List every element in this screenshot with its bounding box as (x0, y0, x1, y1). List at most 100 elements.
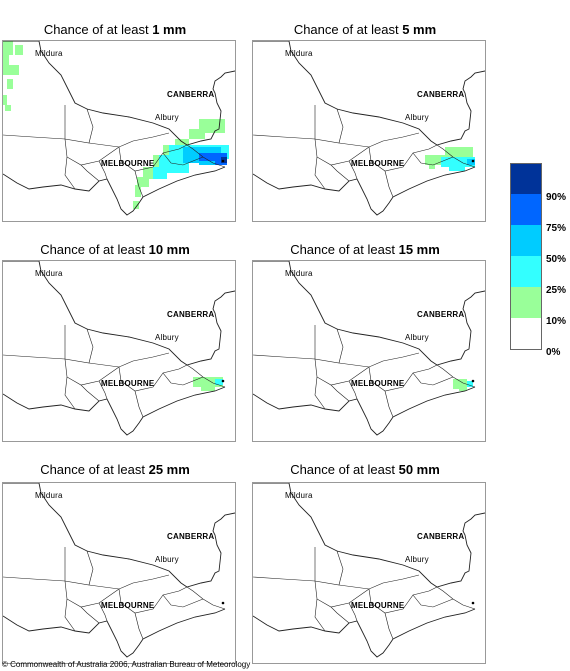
district-boundary (88, 132, 170, 148)
rainfall-probability-cell (453, 379, 467, 389)
place-label-mildura: Mildura (285, 491, 313, 500)
place-label-melbourne: MELBOURNE (351, 379, 405, 388)
rainfall-probability-cell (449, 165, 465, 171)
panel-title-10mm: Chance of at least 10 mm (40, 242, 190, 257)
district-boundary (134, 170, 144, 198)
district-boundary (253, 576, 316, 582)
district-boundary (330, 384, 350, 402)
rainfall-probability-cell (201, 385, 215, 391)
nsw-border-segment (186, 586, 226, 610)
district-boundary (338, 132, 420, 148)
place-label-albury: Albury (405, 333, 429, 342)
map-panel-25mm: Mildura CANBERRA Albury MELBOURNE (2, 482, 236, 664)
legend-swatch-25 (510, 256, 542, 287)
district-boundary (64, 105, 94, 144)
victoria-basemap (253, 261, 485, 436)
gabo-island-marker (471, 159, 475, 163)
rainfall-probability-cell (5, 105, 11, 111)
place-label-albury: Albury (405, 113, 429, 122)
gabo-island-marker (221, 159, 225, 163)
victoria-basemap (253, 41, 485, 216)
coastline (3, 608, 226, 658)
legend-label-75: 75% (546, 223, 567, 234)
district-boundary (3, 576, 66, 582)
rainfall-probability-cell (189, 129, 205, 139)
district-boundary (338, 352, 420, 368)
district-boundary (80, 164, 100, 182)
district-boundary (64, 156, 76, 190)
gabo-island-marker (221, 379, 225, 383)
victoria-basemap (3, 261, 235, 436)
district-boundary (88, 352, 170, 368)
district-boundary (314, 547, 344, 586)
district-boundary (348, 380, 358, 400)
district-boundary (412, 152, 454, 166)
legend-label-10: 10% (546, 316, 567, 327)
panel-title-25mm: Chance of at least 25 mm (40, 462, 190, 477)
rainfall-probability-cell (467, 381, 473, 387)
state-border (253, 41, 485, 146)
victoria-basemap (3, 483, 235, 658)
rainfall-probability-cell (425, 155, 445, 165)
gabo-island-marker (471, 379, 475, 383)
district-boundary (98, 380, 108, 400)
district-boundary (314, 325, 344, 364)
district-boundary (314, 156, 326, 190)
district-boundary (134, 390, 144, 418)
place-label-melbourne: MELBOURNE (351, 601, 405, 610)
legend-swatch-50 (510, 225, 542, 256)
rainfall-probability-cell (13, 65, 19, 75)
district-boundary (162, 594, 204, 608)
place-label-albury: Albury (405, 555, 429, 564)
rainfall-probability-cell (135, 185, 141, 197)
state-border (3, 41, 235, 146)
place-label-canberra: CANBERRA (167, 310, 215, 319)
place-label-melbourne: MELBOURNE (351, 159, 405, 168)
place-label-canberra: CANBERRA (417, 532, 465, 541)
district-boundary (314, 598, 326, 632)
place-label-melbourne: MELBOURNE (101, 379, 155, 388)
district-boundary (118, 586, 188, 614)
rainfall-probability-cell (467, 159, 475, 165)
rainfall-probability-cell (153, 167, 167, 179)
district-boundary (384, 612, 394, 640)
district-boundary (384, 170, 394, 198)
district-boundary (118, 144, 188, 172)
district-boundary (368, 586, 438, 614)
gabo-island-marker (471, 601, 475, 605)
legend-label-90: 90% (546, 192, 567, 203)
place-label-mildura: Mildura (35, 49, 63, 58)
district-boundary (3, 354, 66, 360)
state-border (3, 483, 235, 588)
place-label-albury: Albury (155, 333, 179, 342)
district-boundary (368, 364, 438, 392)
district-boundary (330, 164, 350, 182)
district-boundary (64, 547, 94, 586)
coastline (3, 386, 226, 436)
state-border (253, 483, 485, 588)
district-boundary (64, 598, 76, 632)
district-boundary (412, 372, 454, 386)
place-label-canberra: CANBERRA (167, 532, 215, 541)
rainfall-probability-cell (175, 139, 189, 149)
place-label-canberra: CANBERRA (417, 310, 465, 319)
district-boundary (64, 376, 76, 410)
district-boundary (314, 105, 344, 144)
district-boundary (134, 612, 144, 640)
district-boundary (348, 602, 358, 622)
map-panel-15mm: Mildura CANBERRA Albury MELBOURNE (252, 260, 486, 442)
panel-title-50mm: Chance of at least 50 mm (290, 462, 440, 477)
coastline (253, 386, 476, 436)
place-label-canberra: CANBERRA (417, 90, 465, 99)
place-label-albury: Albury (155, 113, 179, 122)
district-boundary (98, 160, 108, 180)
legend-swatch-10 (510, 287, 542, 318)
rainfall-probability-cell (199, 153, 227, 161)
map-panel-1mm: Mildura CANBERRA Albury MELBOURNE (2, 40, 236, 222)
rainfall-probability-cell (441, 157, 475, 167)
district-boundary (314, 376, 326, 410)
map-panel-5mm: Mildura CANBERRA Albury MELBOURNE (252, 40, 486, 222)
district-boundary (162, 152, 204, 166)
place-label-albury: Albury (155, 555, 179, 564)
rainfall-probability-cell (15, 45, 23, 55)
